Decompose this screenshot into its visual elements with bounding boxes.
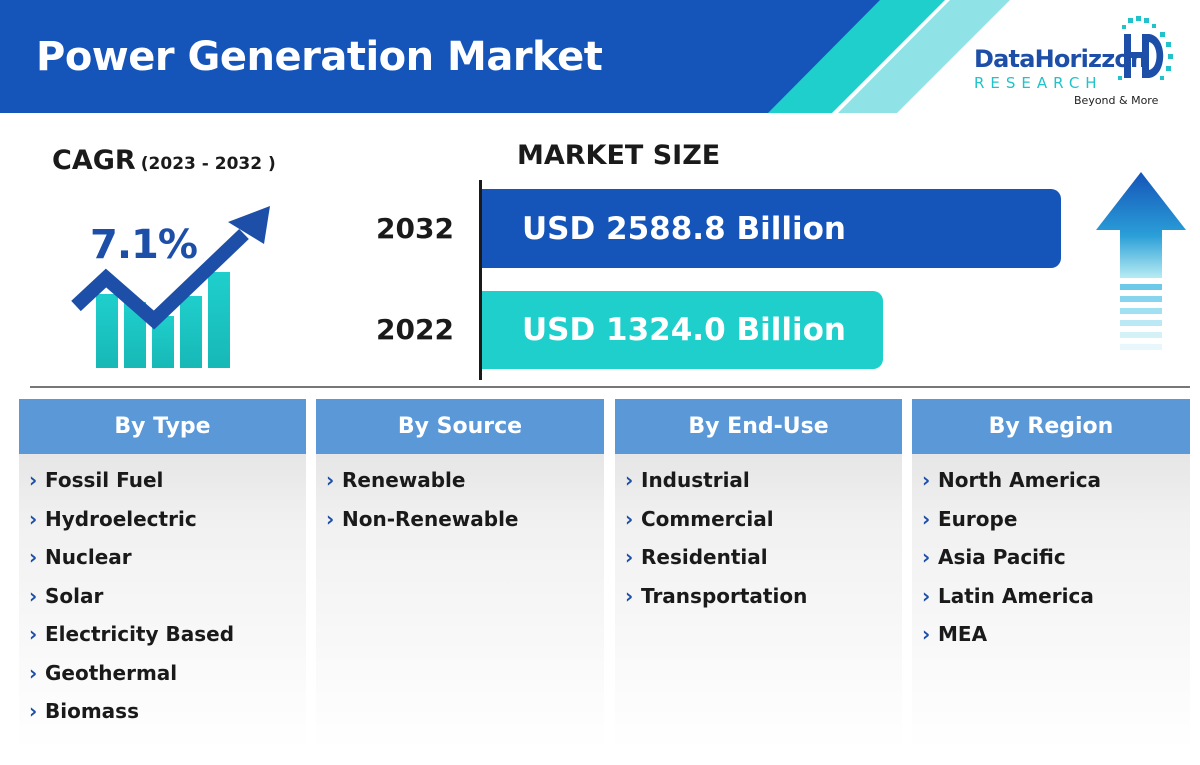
chevron-right-icon: › — [922, 583, 931, 608]
logo-tagline: Beyond & More — [1074, 94, 1159, 107]
chevron-right-icon: › — [29, 699, 38, 724]
section-divider — [30, 386, 1190, 388]
logo-subtitle: RESEARCH — [974, 74, 1103, 92]
segment-column-source: By Source › Renewable › Non-Renewable — [316, 399, 604, 751]
segment-item: › Renewable — [326, 468, 466, 493]
chevron-right-icon: › — [922, 468, 931, 493]
cagr-value: 7.1% — [90, 222, 198, 268]
segment-item: › Asia Pacific — [922, 545, 1066, 570]
segment-item: › Biomass — [29, 699, 139, 724]
segment-list-region: › North America › Europe › Asia Pacific › La… — [922, 461, 1101, 654]
segment-item: › Residential — [625, 545, 768, 570]
segment-header-source: By Source — [316, 399, 604, 454]
chevron-right-icon: › — [29, 583, 38, 608]
logo-name: DataHorizzon — [974, 45, 1147, 73]
logo-mark-icon — [1118, 16, 1173, 80]
segment-column-type: By Type › Fossil Fuel › Hydroelectric › Nuc… — [19, 399, 306, 751]
segment-column-end-use: By End-Use › Industrial › Commercial › Resi… — [615, 399, 902, 751]
chevron-right-icon: › — [326, 506, 335, 531]
chevron-right-icon: › — [29, 660, 38, 685]
chevron-right-icon: › — [922, 622, 931, 647]
segment-item: › Industrial — [625, 468, 750, 493]
chevron-right-icon: › — [922, 506, 931, 531]
market-size-title: MARKET SIZE — [517, 140, 721, 171]
segment-item: › MEA — [922, 622, 988, 647]
chevron-right-icon: › — [29, 545, 38, 570]
segment-item: › Geothermal — [29, 660, 178, 685]
segment-header-region: By Region — [912, 399, 1190, 454]
chevron-right-icon: › — [625, 545, 634, 570]
chevron-right-icon: › — [922, 545, 931, 570]
cagr-title: CAGR — [52, 145, 136, 176]
segment-item: › Transportation — [625, 583, 808, 608]
chevron-right-icon: › — [29, 506, 38, 531]
segment-header-type: By Type — [19, 399, 306, 454]
chevron-right-icon: › — [625, 468, 634, 493]
segment-item: › Latin America — [922, 583, 1094, 608]
segment-item: › North America — [922, 468, 1102, 493]
segment-header-end-use: By End-Use — [615, 399, 902, 454]
segment-item: › Europe — [922, 506, 1018, 531]
cagr-period: (2023 - 2032 ) — [140, 154, 276, 174]
bar-axis-line — [479, 180, 482, 380]
segment-item: › Fossil Fuel — [29, 468, 164, 493]
segment-item: › Non-Renewable — [326, 506, 519, 531]
segment-list-end-use: › Industrial › Commercial › Residential › Tr… — [625, 461, 807, 615]
segment-list-source: › Renewable › Non-Renewable — [326, 461, 519, 538]
market-bar-2032: USD 2588.8 Billion — [482, 189, 1061, 268]
segment-list-type: › Fossil Fuel › Hydroelectric › Nuclear › So… — [29, 461, 234, 731]
up-arrow-icon — [1096, 172, 1186, 350]
chevron-right-icon: › — [29, 622, 38, 647]
segment-item: › Nuclear — [29, 545, 132, 570]
segment-item: › Commercial — [625, 506, 774, 531]
year-label-2022: 2022 — [376, 313, 454, 346]
chevron-right-icon: › — [326, 468, 335, 493]
year-label-2032: 2032 — [376, 212, 454, 245]
segment-item: › Hydroelectric — [29, 506, 197, 531]
chevron-right-icon: › — [625, 506, 634, 531]
cagr-label: CAGR (2023 - 2032 ) — [52, 145, 276, 176]
market-bar-2022: USD 1324.0 Billion — [482, 291, 883, 369]
segment-item: › Solar — [29, 583, 104, 608]
chevron-right-icon: › — [625, 583, 634, 608]
segment-item: › Electricity Based — [29, 622, 235, 647]
header-background — [0, 0, 1010, 113]
header-banner: Power Generation Market — [0, 0, 1200, 113]
segment-column-region: By Region › North America › Europe › Asia P… — [912, 399, 1190, 751]
growth-chart-icon — [71, 206, 270, 368]
chevron-right-icon: › — [29, 468, 38, 493]
page-title: Power Generation Market — [36, 34, 603, 80]
company-logo: DataHorizzon RESEARCH Beyond & More — [960, 12, 1196, 108]
